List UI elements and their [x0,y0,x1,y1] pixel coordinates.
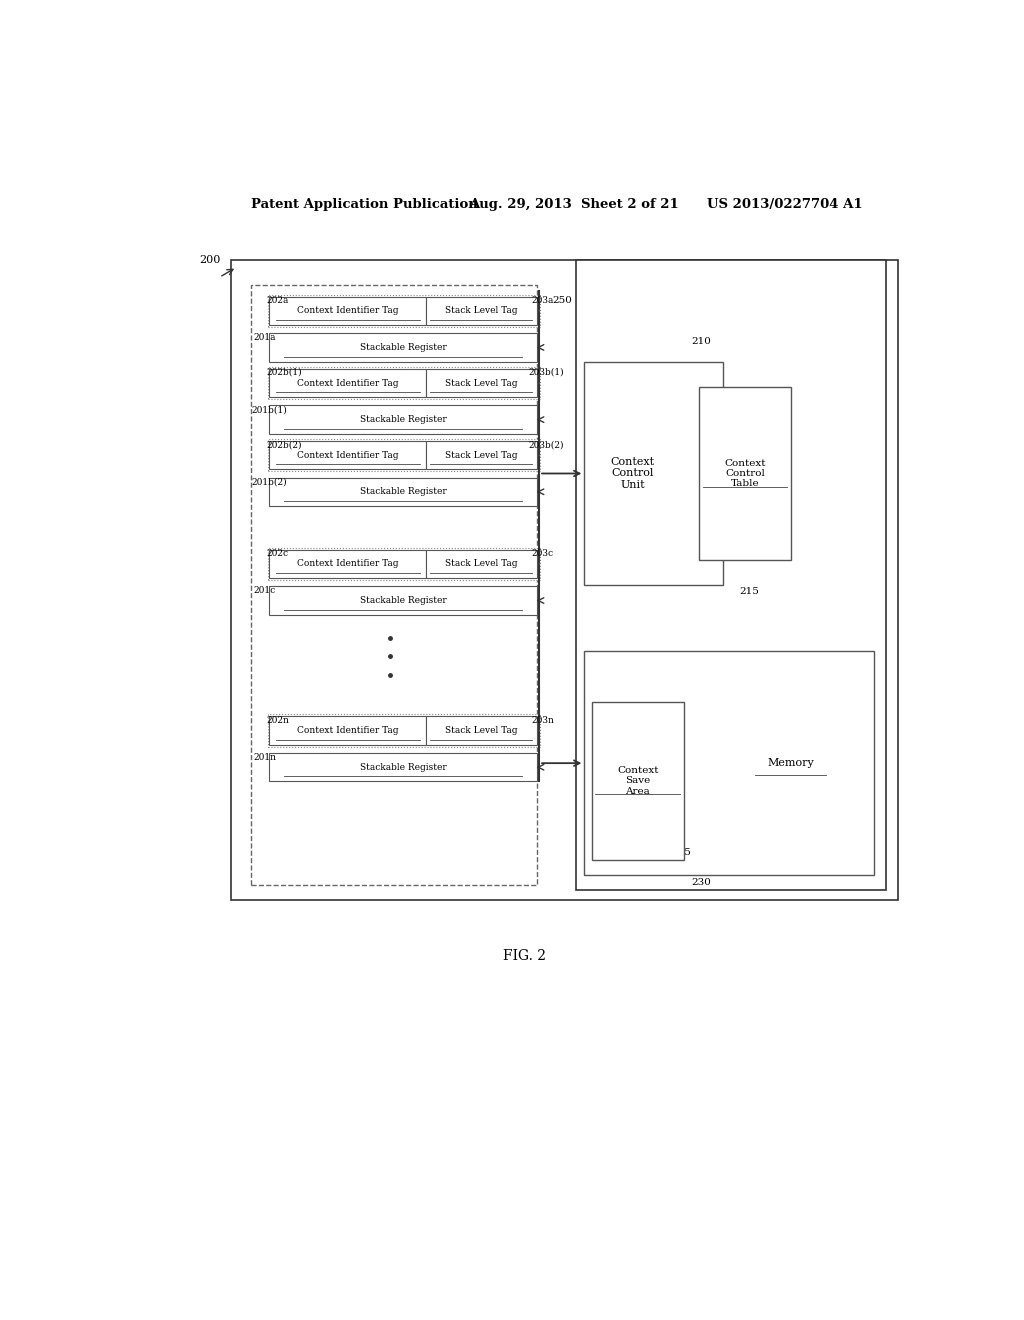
Bar [269,752,537,781]
Text: Patent Application Publication: Patent Application Publication [251,198,478,211]
Bar [577,260,886,890]
Text: Context
Save
Area: Context Save Area [617,766,658,796]
Bar [269,717,426,744]
Bar [251,285,537,886]
Bar [267,548,540,581]
Bar [585,362,723,585]
Text: Context
Control
Unit: Context Control Unit [611,457,655,490]
Text: Stackable Register: Stackable Register [359,763,446,772]
Text: US 2013/0227704 A1: US 2013/0227704 A1 [708,198,863,211]
Text: Aug. 29, 2013  Sheet 2 of 21: Aug. 29, 2013 Sheet 2 of 21 [469,198,679,211]
Text: 230: 230 [691,878,712,887]
Text: 201a: 201a [253,333,275,342]
Bar [269,441,426,470]
Text: 250: 250 [553,296,572,305]
Bar [267,714,540,747]
Bar [269,405,537,434]
Bar [231,260,898,900]
Text: 202c: 202c [267,549,289,558]
Bar [426,717,537,744]
Bar [269,478,537,506]
Text: 202b(2): 202b(2) [267,440,302,449]
Text: Stack Level Tag: Stack Level Tag [444,726,517,735]
Text: Context Identifier Tag: Context Identifier Tag [297,726,398,735]
Text: 203c: 203c [531,549,553,558]
Text: Context
Control
Table: Context Control Table [724,458,766,488]
Text: 215: 215 [739,587,759,597]
Text: 202a: 202a [267,296,289,305]
Bar [269,549,426,578]
Text: 200: 200 [200,255,221,265]
Bar [267,294,540,327]
Text: 201n: 201n [253,752,276,762]
Text: Stackable Register: Stackable Register [359,487,446,496]
Text: Context Identifier Tag: Context Identifier Tag [297,306,398,315]
Bar [585,651,873,875]
Text: 203a: 203a [531,296,554,305]
Bar [426,297,537,325]
Text: Stack Level Tag: Stack Level Tag [444,306,517,315]
Text: 210: 210 [691,338,712,346]
Text: Context Identifier Tag: Context Identifier Tag [297,450,398,459]
Bar [269,297,426,325]
Bar [267,440,540,471]
Text: 201c: 201c [253,586,275,595]
Bar [269,368,426,397]
Text: Memory: Memory [767,758,814,768]
Bar [426,549,537,578]
Bar [269,333,537,362]
Bar [267,367,540,399]
Text: Stack Level Tag: Stack Level Tag [444,450,517,459]
Text: Stack Level Tag: Stack Level Tag [444,560,517,569]
Bar [699,387,791,560]
Text: Context Identifier Tag: Context Identifier Tag [297,379,398,388]
Text: 235: 235 [672,847,691,857]
Text: 202b(1): 202b(1) [267,368,302,378]
Text: Stack Level Tag: Stack Level Tag [444,379,517,388]
Text: Stackable Register: Stackable Register [359,597,446,605]
Text: 202n: 202n [267,715,290,725]
Text: 203n: 203n [531,715,554,725]
Text: 201b(2): 201b(2) [251,478,287,487]
Text: 203b(2): 203b(2) [528,440,564,449]
Text: Stackable Register: Stackable Register [359,343,446,352]
Bar [426,441,537,470]
Bar [592,702,684,859]
Text: FIG. 2: FIG. 2 [504,949,546,964]
Text: Context Identifier Tag: Context Identifier Tag [297,560,398,569]
Text: 203b(1): 203b(1) [528,368,564,378]
Bar [269,586,537,615]
Text: Stackable Register: Stackable Register [359,414,446,424]
Bar [426,368,537,397]
Text: 201b(1): 201b(1) [251,405,287,414]
